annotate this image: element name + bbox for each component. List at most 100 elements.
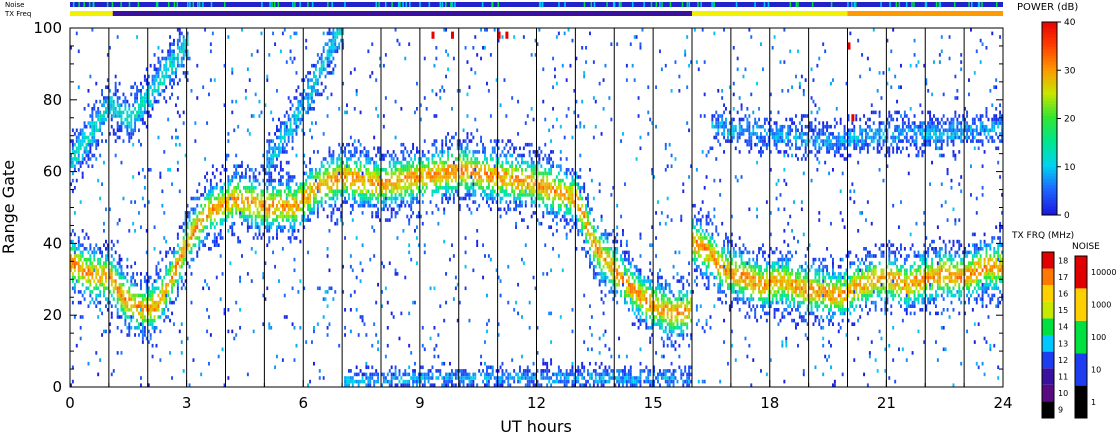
heatmap-cell	[297, 186, 300, 190]
heatmap-cell	[550, 361, 553, 366]
heatmap-cell	[624, 293, 626, 298]
heatmap-cell	[108, 290, 111, 294]
heatmap-cell	[266, 153, 269, 158]
heatmap-cell	[633, 376, 636, 380]
heatmap-cell	[178, 28, 181, 32]
heatmap-cell	[361, 182, 364, 186]
heatmap-cell	[328, 31, 331, 36]
heatmap-cell	[116, 293, 119, 298]
heatmap-cell	[186, 336, 189, 341]
heatmap-cell	[489, 376, 492, 380]
heatmap-cell	[145, 96, 148, 100]
heatmap-cell	[565, 114, 568, 118]
heatmap-cell	[431, 383, 434, 387]
heatmap-cell	[301, 128, 304, 133]
heatmap-cell	[87, 275, 90, 280]
heatmap-cell	[505, 153, 508, 158]
heatmap-cell	[577, 182, 580, 186]
heatmap-cell	[379, 150, 382, 154]
heatmap-cell	[604, 329, 607, 334]
heatmap-cell	[110, 282, 113, 287]
heatmap-cell	[151, 74, 154, 79]
heatmap-cell	[221, 200, 224, 204]
heatmap-cell	[470, 139, 473, 143]
heatmap-cell	[295, 207, 298, 212]
heatmap-cell	[145, 279, 148, 283]
heatmap-cell	[89, 150, 92, 154]
heatmap-cell	[550, 340, 553, 344]
heatmap-cell	[190, 196, 193, 201]
heatmap-cell	[357, 157, 360, 161]
heatmap-cell	[239, 175, 242, 179]
heatmap-cell	[344, 186, 347, 190]
heatmap-cell	[532, 160, 535, 165]
heatmap-cell	[344, 383, 347, 387]
heatmap-cell	[528, 369, 531, 373]
heatmap-cell	[625, 286, 628, 291]
heatmap-cell	[95, 99, 98, 104]
heatmap-cell	[126, 99, 129, 104]
heatmap-cell	[287, 139, 290, 143]
heatmap-cell	[309, 160, 312, 165]
heatmap-cell	[175, 261, 177, 265]
heatmap-cell	[497, 171, 500, 176]
heatmap-cell	[367, 196, 370, 201]
heatmap-cell	[260, 203, 263, 208]
heatmap-cell	[338, 42, 341, 46]
heatmap-cell	[223, 383, 226, 387]
heatmap-cell	[451, 186, 453, 190]
heatmap-cell	[451, 383, 453, 387]
heatmap-cell	[227, 308, 230, 312]
heatmap-cell	[101, 333, 104, 337]
heatmap-cell	[200, 372, 203, 377]
heatmap-cell	[235, 300, 238, 305]
heatmap-cell	[283, 124, 286, 129]
heatmap-cell	[241, 207, 243, 212]
heatmap-cell	[266, 74, 269, 79]
heatmap-cell	[511, 175, 514, 179]
heatmap-cell	[173, 254, 175, 258]
heatmap-cell	[89, 272, 92, 276]
heatmap-cell	[565, 369, 568, 373]
heatmap-cell	[390, 168, 393, 172]
heatmap-cell	[330, 49, 333, 54]
heatmap-cell	[145, 290, 148, 294]
heatmap-cell	[423, 182, 426, 186]
heatmap-cell	[138, 89, 140, 93]
heatmap-cell	[517, 376, 520, 380]
heatmap-cell	[231, 67, 234, 72]
heatmap-cell	[587, 250, 589, 255]
heatmap-cell	[167, 293, 170, 298]
heatmap-cell	[328, 229, 331, 233]
heatmap-cell	[402, 153, 405, 158]
heatmap-cell	[313, 63, 315, 68]
heatmap-cell	[559, 182, 562, 186]
heatmap-cell	[330, 71, 333, 75]
heatmap-cell	[180, 56, 183, 61]
heatmap-cell	[130, 85, 133, 89]
heatmap-cell	[565, 232, 568, 237]
heatmap-cell	[544, 186, 547, 190]
heatmap-cell	[367, 175, 370, 179]
heatmap-cell	[266, 218, 269, 222]
heatmap-cell	[241, 211, 243, 215]
heatmap-cell	[629, 261, 632, 265]
heatmap-cell	[276, 236, 278, 240]
heatmap-cell	[153, 315, 156, 319]
heatmap-cell	[567, 28, 570, 32]
heatmap-cell	[322, 157, 325, 161]
heatmap-cell	[569, 203, 572, 208]
heatmap-cell	[472, 160, 475, 165]
heatmap-cell	[101, 103, 104, 107]
heatmap-cell	[452, 186, 455, 190]
heatmap-cell	[175, 297, 177, 301]
heatmap-cell	[186, 42, 189, 46]
heatmap-cell	[585, 46, 588, 50]
heatmap-cell	[250, 214, 253, 219]
heatmap-cell	[169, 318, 172, 323]
heatmap-cell	[381, 178, 383, 183]
heatmap-cell	[159, 92, 162, 97]
heatmap-cell	[246, 128, 249, 133]
heatmap-cell	[70, 182, 72, 186]
heatmap-cell	[394, 135, 397, 140]
